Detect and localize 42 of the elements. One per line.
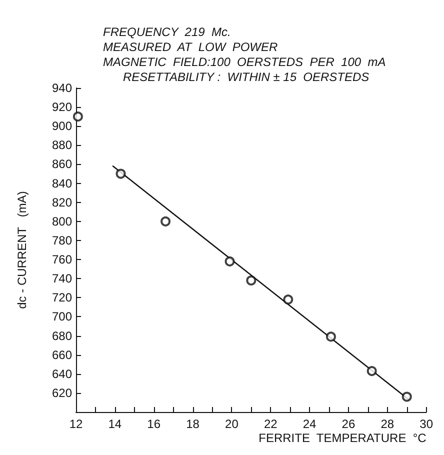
point (72, 112, 83, 122)
y-tick-label: 880 (52, 138, 72, 152)
point (402, 392, 412, 402)
y-tick-label: 940 (52, 81, 72, 95)
y-tick-label: 700 (52, 310, 72, 324)
x-tick-label: 18 (186, 417, 200, 431)
x-tick-label: 24 (302, 417, 317, 431)
y-tick-label: 660 (52, 348, 72, 362)
x-tick-label: 28 (380, 417, 394, 431)
y-tick-label: 840 (52, 176, 72, 190)
point (366, 366, 377, 376)
point (246, 275, 256, 286)
y-tick-label: 620 (52, 386, 72, 400)
point (326, 332, 336, 342)
x-tick-label: 12 (69, 417, 83, 431)
y-tick-label: 900 (52, 119, 72, 134)
text: FREQUENCY 219 Mc. (103, 25, 231, 39)
y-tick-label: 680 (52, 328, 72, 343)
x-tick-label: 14 (108, 417, 122, 431)
y-tick-label: 820 (52, 195, 72, 210)
y-tick-label: 860 (52, 157, 72, 172)
point (160, 216, 171, 226)
y-tick-label: 780 (52, 233, 72, 248)
y-tick-label: 760 (52, 252, 72, 267)
x-axis-title: FERRITE TEMPERATURE °C (258, 431, 427, 445)
x-tick-label: 20 (225, 417, 239, 431)
text: MAGNETIC FIELD:100 OERSTEDS PER 100 mA (103, 55, 386, 69)
y-tick-label: 740 (52, 272, 72, 286)
x-tick-label: 30 (420, 417, 434, 431)
text: RESETTABILITY : WITHIN ± 15 OERSTEDS (123, 70, 370, 84)
y-tick-label: 640 (52, 366, 72, 381)
y-tick-label: 720 (52, 290, 72, 305)
y-tick-label: 920 (52, 100, 72, 114)
x-tick-label: 26 (342, 417, 356, 431)
point (224, 256, 235, 266)
y-tick-label: 800 (52, 214, 72, 228)
point (116, 168, 126, 179)
text: MEASURED AT LOW POWER (103, 40, 278, 54)
point (283, 294, 294, 305)
x-tick-label: 22 (264, 417, 278, 431)
y-axis-title: dc - CURRENT (mA) (15, 191, 29, 309)
x-tick-label: 16 (147, 417, 161, 431)
